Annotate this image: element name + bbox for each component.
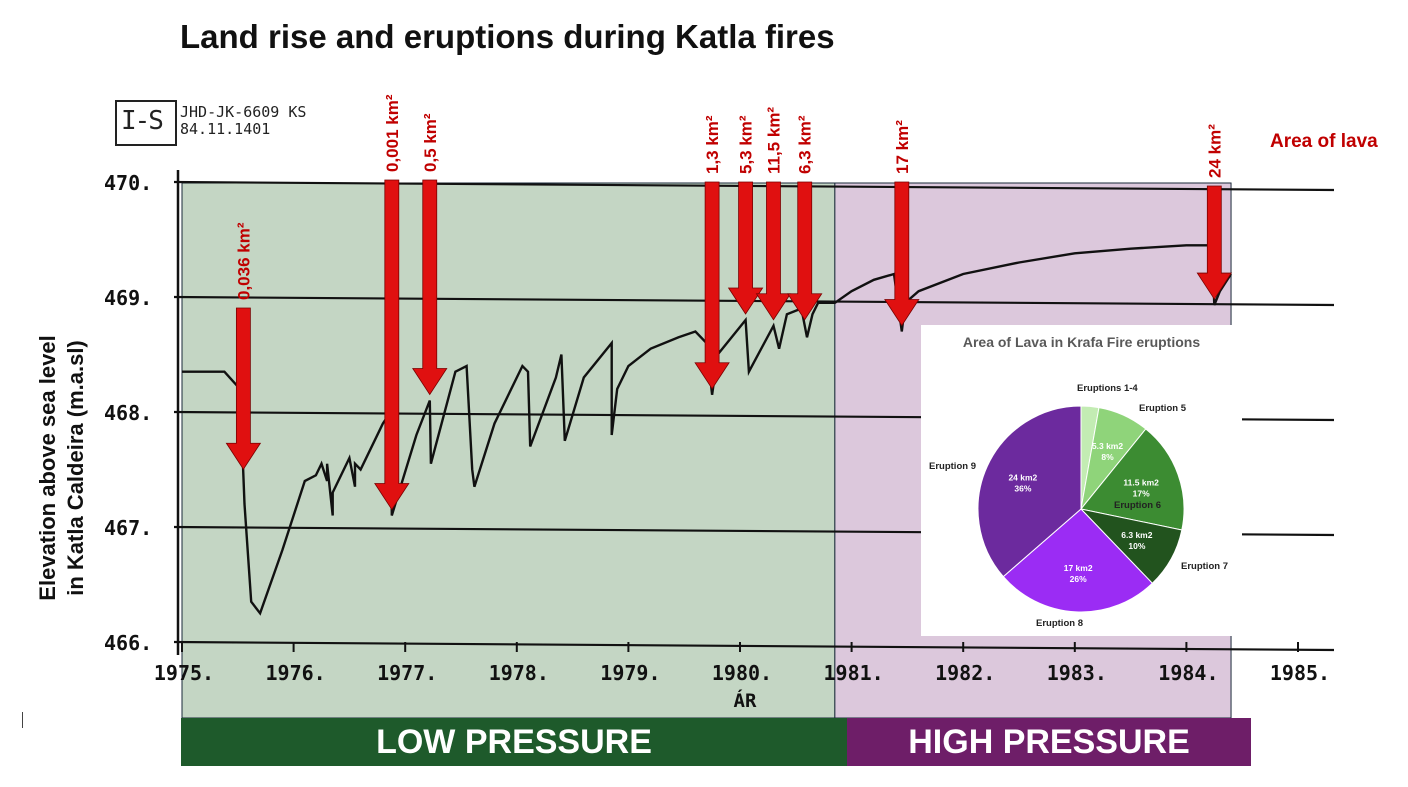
pie-slice-name: Eruption 7 — [1181, 561, 1228, 572]
x-tick-label: 1980. — [712, 661, 772, 685]
y-gridline — [173, 640, 1335, 652]
pie-chart-card: Area of Lava in Krafa Fire eruptions Eru… — [921, 325, 1242, 636]
pie-slice — [1002, 508, 1154, 613]
eruption-area-label: 11,5 km² — [764, 107, 783, 174]
pie-slice-value: 6.3 km2 — [1121, 530, 1152, 540]
pie-title: Area of Lava in Krafa Fire eruptions — [962, 334, 1201, 350]
x-tick-label: 1978. — [489, 661, 549, 685]
pie-slice — [977, 405, 1082, 578]
pie-slice-value: 24 km2 — [1008, 473, 1037, 483]
eruption-area-label: 0,001 km² — [383, 94, 402, 172]
eruption-area-label: 5,3 km² — [737, 115, 756, 174]
high-pressure-band: HIGH PRESSURE — [847, 718, 1251, 766]
y-tick-label: 470. — [104, 171, 152, 195]
stamp-logo: I-S — [115, 100, 177, 146]
y-gridline — [173, 180, 1335, 192]
eruption-arrow — [1196, 185, 1233, 300]
pie-slice-name: Eruption 6 — [1114, 500, 1161, 511]
y-tick-label: 468. — [104, 401, 152, 425]
y-tick-label: 469. — [104, 286, 152, 310]
chart-title: Land rise and eruptions during Katla fir… — [180, 18, 835, 55]
eruption-arrow — [755, 181, 792, 321]
eruption-arrow — [412, 179, 448, 396]
stamp-text: JHD-JK-6609 KS 84.11.1401 — [180, 104, 306, 138]
pie-slice-value: 5.3 km2 — [1092, 441, 1123, 451]
pie-slice-percent: 8% — [1101, 452, 1114, 462]
x-axis-title: ÁR — [734, 689, 757, 712]
eruption-area-label: 24 km² — [1205, 124, 1224, 178]
pie-slice-percent: 10% — [1128, 541, 1145, 551]
x-tick-label: 1981. — [823, 661, 883, 685]
eruption-area-label: 0,036 km² — [234, 222, 253, 300]
eruption-arrow — [786, 181, 823, 321]
pie-slice — [1080, 428, 1185, 531]
eruption-area-label: 0,5 km² — [421, 113, 440, 172]
eruption-arrow — [884, 181, 920, 327]
low-pressure-band: LOW PRESSURE — [181, 718, 847, 766]
stamp-line-2: 84.11.1401 — [180, 120, 271, 138]
y-tick-label: 467. — [104, 516, 152, 540]
eruption-area-label: 1,3 km² — [703, 115, 722, 174]
pie-slice-percent: 17% — [1133, 489, 1150, 499]
pressure-region-0 — [181, 182, 836, 719]
eruption-arrow — [694, 181, 730, 390]
pie-slice-name: Eruption 8 — [1036, 618, 1083, 629]
eruption-area-label: 6,3 km² — [796, 115, 815, 174]
pie-slice-name: Eruption 9 — [929, 461, 976, 472]
area-of-lava-label: Area of lava — [1270, 131, 1378, 152]
stamp-glyph: I-S — [121, 106, 164, 136]
x-tick-label: 1984. — [1158, 661, 1218, 685]
x-tick-label: 1982. — [935, 661, 995, 685]
y-tick-label: 466. — [104, 631, 152, 655]
eruption-area-label: 17 km² — [893, 120, 912, 174]
x-tick-label: 1983. — [1047, 661, 1107, 685]
x-tick-label: 1976. — [265, 661, 325, 685]
pie-slice-value: 11.5 km2 — [1123, 478, 1159, 488]
stamp-line-1: JHD-JK-6609 KS — [180, 103, 307, 121]
x-tick-label: 1975. — [154, 661, 214, 685]
pie-slice-value: 17 km2 — [1064, 563, 1093, 573]
eruption-arrow — [225, 307, 262, 470]
eruption-arrow — [374, 179, 410, 511]
pie-slice-percent: 26% — [1070, 574, 1087, 584]
eruption-arrow — [727, 181, 764, 315]
x-tick-label: 1979. — [600, 661, 660, 685]
divider-mark — [22, 712, 23, 728]
pie-slice-name: Eruptions 1-4 — [1077, 383, 1138, 394]
x-tick-label: 1977. — [377, 661, 437, 685]
pie-slice-percent: 36% — [1014, 484, 1031, 494]
pie-slice-name: Eruption 5 — [1139, 403, 1187, 414]
x-tick-label: 1985. — [1270, 661, 1330, 685]
